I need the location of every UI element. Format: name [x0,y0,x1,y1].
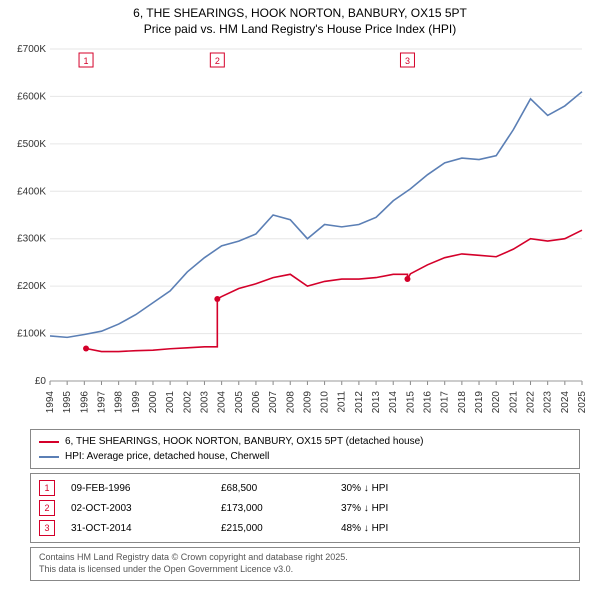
svg-text:2025: 2025 [577,391,588,414]
svg-text:2002: 2002 [182,391,193,414]
svg-text:2007: 2007 [268,391,279,414]
sale-diff: 30% ↓ HPI [341,483,388,494]
legend-box: 6, THE SHEARINGS, HOOK NORTON, BANBURY, … [30,429,580,469]
sale-diff: 48% ↓ HPI [341,523,388,534]
svg-text:1999: 1999 [131,391,142,414]
chart-area: £0 £100K £200K £300K £400K £500K £600K £700K 199… [10,43,590,423]
svg-text:2011: 2011 [337,391,348,413]
legend-swatch-0 [39,441,59,443]
svg-text:1994: 1994 [45,391,56,414]
legend-row: HPI: Average price, detached house, Cher… [39,449,571,464]
sale-date: 02-OCT-2003 [71,503,221,514]
svg-text:2016: 2016 [423,391,434,414]
svg-text:1998: 1998 [114,391,125,414]
svg-text:1: 1 [84,56,89,66]
footer-line-1: Contains HM Land Registry data © Crown c… [39,552,571,564]
legend-label-1: HPI: Average price, detached house, Cher… [65,449,269,464]
svg-text:2022: 2022 [526,391,537,414]
marker-badge-3: 3 [39,520,55,536]
svg-text:2008: 2008 [285,391,296,414]
sale-diff: 37% ↓ HPI [341,503,388,514]
svg-text:£0: £0 [35,376,47,387]
svg-text:2013: 2013 [371,391,382,414]
marker-badge-2: 2 [39,500,55,516]
svg-text:3: 3 [405,56,410,66]
sale-price: £68,500 [221,483,341,494]
sale-price: £215,000 [221,523,341,534]
table-row: 2 02-OCT-2003 £173,000 37% ↓ HPI [39,498,571,518]
svg-text:£600K: £600K [17,92,46,103]
svg-text:1997: 1997 [96,391,107,414]
table-row: 1 09-FEB-1996 £68,500 30% ↓ HPI [39,478,571,498]
svg-text:2023: 2023 [543,391,554,414]
svg-text:2000: 2000 [148,391,159,414]
svg-text:2001: 2001 [165,391,176,414]
svg-text:2004: 2004 [217,391,228,414]
line-chart-svg: £0 £100K £200K £300K £400K £500K £600K £700K 199… [10,43,590,423]
svg-text:2010: 2010 [320,391,331,414]
footer-line-2: This data is licensed under the Open Gov… [39,564,571,576]
footer-attribution: Contains HM Land Registry data © Crown c… [30,547,580,580]
marker-num: 1 [44,483,49,493]
svg-text:£400K: £400K [17,186,46,197]
sale-price: £173,000 [221,503,341,514]
svg-text:£500K: £500K [17,139,46,150]
svg-text:2003: 2003 [199,391,210,414]
legend-row: 6, THE SHEARINGS, HOOK NORTON, BANBURY, … [39,434,571,449]
page-container: 6, THE SHEARINGS, HOOK NORTON, BANBURY, … [0,0,600,590]
svg-text:2009: 2009 [302,391,313,414]
svg-text:£300K: £300K [17,234,46,245]
svg-text:2014: 2014 [388,391,399,414]
sale-date: 09-FEB-1996 [71,483,221,494]
svg-text:2024: 2024 [560,391,571,414]
svg-text:£100K: £100K [17,329,46,340]
marker-badge-1: 1 [39,480,55,496]
svg-text:2018: 2018 [457,391,468,414]
sales-table: 1 09-FEB-1996 £68,500 30% ↓ HPI 2 02-OCT… [30,473,580,543]
svg-text:2: 2 [215,56,220,66]
sale-date: 31-OCT-2014 [71,523,221,534]
svg-text:1995: 1995 [62,391,73,414]
chart-title-block: 6, THE SHEARINGS, HOOK NORTON, BANBURY, … [0,0,600,39]
table-row: 3 31-OCT-2014 £215,000 48% ↓ HPI [39,518,571,538]
svg-text:2021: 2021 [508,391,519,414]
svg-text:2006: 2006 [251,391,262,414]
legend-swatch-1 [39,456,59,458]
svg-text:2005: 2005 [234,391,245,414]
title-line-1: 6, THE SHEARINGS, HOOK NORTON, BANBURY, … [0,6,600,22]
svg-text:2020: 2020 [491,391,502,414]
svg-text:2015: 2015 [405,391,416,414]
svg-text:£200K: £200K [17,281,46,292]
svg-text:2019: 2019 [474,391,485,414]
svg-text:2017: 2017 [440,391,451,414]
svg-text:1996: 1996 [79,391,90,414]
svg-text:2012: 2012 [354,391,365,414]
legend-label-0: 6, THE SHEARINGS, HOOK NORTON, BANBURY, … [65,434,423,449]
marker-num: 3 [44,523,49,533]
svg-text:£700K: £700K [17,44,46,55]
title-line-2: Price paid vs. HM Land Registry's House … [0,22,600,38]
marker-num: 2 [44,503,49,513]
